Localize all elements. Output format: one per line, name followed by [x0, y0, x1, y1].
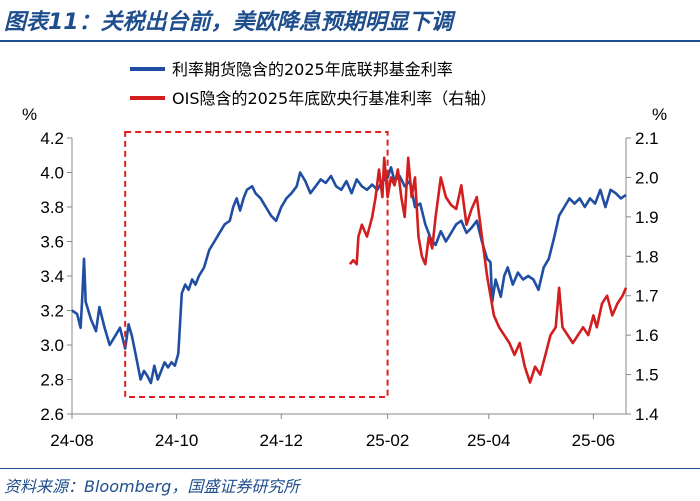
left-tick-label: 4.2 [40, 129, 64, 148]
x-tick-label: 25-06 [572, 431, 615, 450]
left-tick-label: 2.8 [40, 371, 64, 390]
right-tick-label: 1.4 [635, 405, 659, 424]
left-tick-label: 3.0 [40, 336, 64, 355]
right-tick-label: 1.9 [635, 208, 659, 227]
title-divider [0, 40, 700, 42]
left-tick-label: 2.6 [40, 405, 64, 424]
left-tick-label: 3.6 [40, 233, 64, 252]
legend-label-fed: 利率期货隐含的2025年底联邦基金利率 [172, 60, 453, 79]
right-axis-unit: % [652, 105, 667, 124]
legend: 利率期货隐含的2025年底联邦基金利率 OIS隐含的2025年底欧央行基准利率（… [130, 60, 496, 108]
highlight-box [124, 131, 389, 398]
x-tick-label: 24-12 [260, 431, 303, 450]
source-note: 资料来源：Bloomberg，国盛证券研究所 [4, 477, 300, 496]
right-tick-label: 1.5 [635, 366, 659, 385]
right-tick-label: 1.8 [635, 247, 659, 266]
x-tick-label: 24-08 [50, 431, 93, 450]
right-tick-label: 1.7 [635, 287, 659, 306]
left-tick-label: 3.2 [40, 302, 64, 321]
left-axis-unit: % [22, 105, 37, 124]
chart-canvas: 利率期货隐含的2025年底联邦基金利率 OIS隐含的2025年底欧央行基准利率（… [22, 60, 667, 450]
right-tick-label: 2.1 [635, 129, 659, 148]
x-tick-label: 24-10 [155, 431, 198, 450]
plot-area [71, 131, 628, 398]
x-tick-label: 25-02 [366, 431, 409, 450]
series-line-fed-funds [71, 166, 627, 385]
left-tick-label: 3.8 [40, 198, 64, 217]
axes: 2.6 2.8 3.0 3.2 3.4 3.6 3.8 4.0 4.2 1.4 1.5 1.6 1.7 1… [40, 129, 658, 450]
x-tick-label: 25-04 [467, 431, 510, 450]
legend-label-ecb: OIS隐含的2025年底欧央行基准利率（右轴） [172, 89, 496, 108]
source-divider [0, 468, 700, 469]
left-tick-label: 3.4 [40, 267, 64, 286]
left-tick-label: 4.0 [40, 164, 64, 183]
series-line-ecb-ois [348, 156, 628, 384]
right-tick-label: 1.6 [635, 326, 659, 345]
right-tick-label: 2.0 [635, 168, 659, 187]
chart-title: 图表11：关税出台前，美欧降息预期明显下调 [4, 10, 453, 35]
